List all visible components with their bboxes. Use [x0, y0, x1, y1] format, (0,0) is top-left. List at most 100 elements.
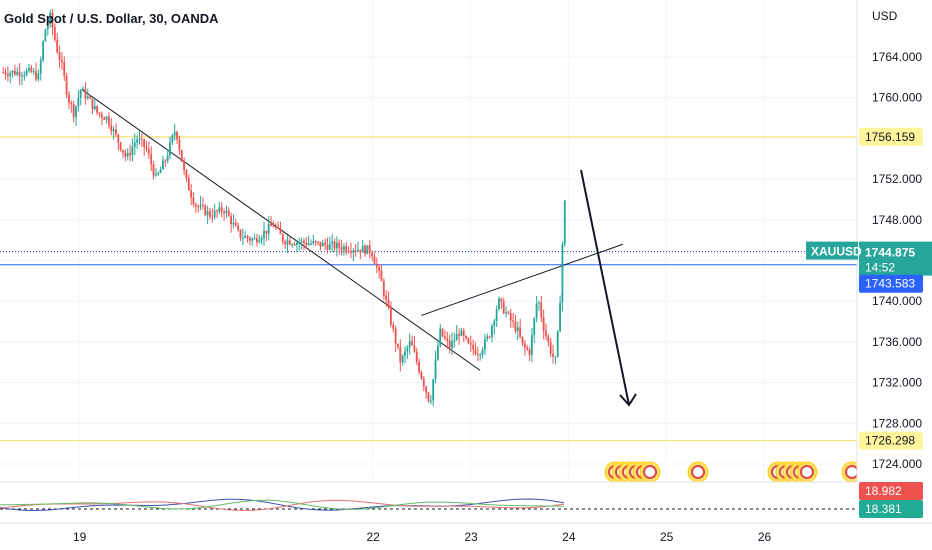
candle-body	[178, 139, 181, 151]
candle-body	[256, 238, 258, 243]
candle-body	[171, 135, 174, 143]
candle-body	[227, 210, 230, 216]
candle-body	[187, 178, 190, 191]
candle-body	[147, 148, 150, 155]
candle-body	[164, 160, 167, 162]
candle-body	[237, 225, 240, 230]
candle-body	[458, 333, 460, 336]
candle-body	[173, 131, 176, 136]
candle-body	[131, 146, 134, 156]
candle-body	[284, 241, 287, 245]
candle-body	[448, 340, 451, 349]
candle-body	[465, 335, 467, 339]
candle-body	[84, 88, 87, 99]
candle-body	[507, 312, 510, 314]
candle-body	[446, 338, 449, 341]
candle-body	[25, 70, 28, 76]
candle-body	[150, 154, 153, 165]
support-price-tag: 1726.298	[865, 434, 915, 448]
candle-body	[429, 400, 432, 402]
resistance-price-tag-bg	[859, 127, 923, 146]
candle-body	[371, 252, 373, 257]
candle-body	[206, 211, 209, 216]
candle-body	[279, 228, 282, 235]
time-tick-label: 24	[562, 530, 576, 544]
indicator-value-green-bg	[859, 500, 923, 518]
candle-body	[462, 330, 465, 336]
candle-body	[563, 200, 566, 245]
candle-body	[422, 378, 425, 387]
candle-body	[194, 204, 197, 207]
price-axis: 1764.0001760.0001756.0001752.0001748.000…	[806, 0, 932, 550]
candle-body	[427, 392, 430, 402]
candle-body	[122, 149, 124, 153]
blue-price-tag: 1743.583	[865, 277, 915, 291]
candle-body	[211, 216, 214, 218]
candle-body	[288, 240, 291, 245]
candle-body	[331, 241, 334, 244]
candle-body	[530, 335, 533, 356]
candle-body	[335, 242, 338, 249]
candle-body	[399, 346, 402, 363]
candle-body	[93, 105, 96, 110]
candle-body	[418, 361, 420, 373]
candle-body	[502, 301, 505, 314]
candle-body	[512, 320, 514, 322]
candle-body	[509, 312, 512, 321]
candle-body	[366, 245, 369, 255]
candle-body	[436, 345, 439, 360]
oscillator-line-red	[0, 499, 565, 512]
price-tick-label: 1724.000	[872, 457, 922, 471]
candle-body	[350, 251, 352, 253]
candle-body	[321, 242, 324, 247]
event-marker-flag	[845, 465, 859, 479]
candle-body	[220, 207, 223, 213]
candle-body	[538, 302, 540, 304]
candle-body	[368, 245, 371, 253]
candle-body	[16, 71, 19, 75]
candle-body	[105, 116, 108, 120]
candle-body	[154, 174, 157, 176]
candle-body	[213, 210, 216, 217]
candle-body	[35, 71, 37, 80]
candle-body	[216, 210, 218, 212]
support-price-tag-bg	[859, 431, 923, 450]
candle-body	[197, 206, 200, 208]
candle-body	[521, 336, 524, 344]
candle-body	[375, 263, 378, 267]
candle-body	[110, 125, 113, 132]
candle-body	[70, 102, 73, 105]
candle-body	[493, 320, 496, 326]
candle-body	[300, 240, 303, 243]
candle-body	[58, 52, 61, 61]
candle-body	[68, 94, 70, 103]
price-tick-label: 1752.000	[872, 172, 922, 186]
candle-body	[138, 138, 141, 140]
time-tick-label: 22	[367, 530, 381, 544]
candle-body	[472, 344, 475, 350]
candle-body	[319, 241, 322, 247]
horizontal-levels	[0, 136, 857, 442]
candle-body	[380, 270, 383, 282]
bearish-arrow-shaft	[580, 169, 630, 406]
candle-body	[547, 336, 550, 343]
candle-body	[223, 212, 225, 214]
candle-body	[483, 339, 486, 350]
candle-body	[162, 160, 164, 170]
candle-body	[324, 242, 326, 246]
candle-body	[183, 161, 185, 171]
candle-body	[37, 73, 40, 80]
candle-body	[75, 106, 77, 117]
candle-body	[460, 330, 463, 336]
candle-body	[103, 117, 106, 120]
currency-label: USD	[872, 9, 898, 23]
candle-body	[232, 222, 235, 225]
candle-body	[305, 242, 308, 246]
candle-body	[441, 328, 444, 337]
candle-body	[204, 205, 207, 216]
price-tick-label: 1740.000	[872, 294, 922, 308]
candle-body	[425, 386, 428, 393]
candle-body	[528, 349, 531, 356]
candle-body	[474, 349, 477, 355]
candle-body	[56, 39, 59, 53]
